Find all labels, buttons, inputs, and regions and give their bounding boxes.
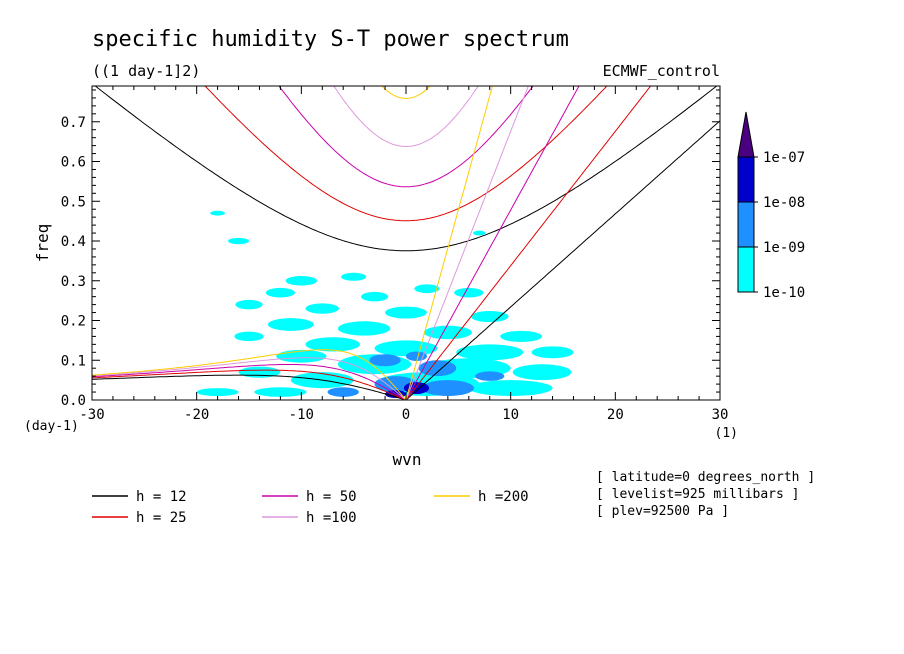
shaded-region-1e-09	[421, 380, 475, 397]
colorbar: 1e-10 1e-09 1e-08 1e-07	[737, 111, 805, 301]
inertia-gravity-curve-h25	[204, 86, 608, 222]
inertia-gravity-curve-h200	[381, 86, 431, 100]
shaded-region-1e-10	[414, 284, 440, 294]
rossby-curve-h50	[92, 364, 407, 400]
rossby-curve-h100	[92, 357, 407, 400]
shaded-region-1e-09	[369, 354, 401, 367]
colorbar-segment	[737, 156, 755, 203]
y-tick-label: 0.6	[61, 155, 86, 171]
shaded-region-1e-10	[423, 325, 472, 340]
rossby-curve-h200	[92, 349, 407, 400]
shaded-region-1e-10	[531, 346, 574, 359]
x-tick-label: 10	[502, 407, 519, 423]
x-tick-label: 30	[712, 407, 729, 423]
y-axis-label: freq	[33, 224, 52, 263]
chart-title: specific humidity S-T power spectrum	[92, 27, 569, 52]
x-tick-label: 0	[402, 407, 410, 423]
shaded-region-1e-09	[327, 387, 359, 397]
shaded-region-1e-10	[500, 330, 543, 342]
legend-label: h = 12	[136, 489, 187, 505]
shaded-region-1e-10	[210, 210, 225, 216]
x-axis-label: wvn	[393, 450, 422, 469]
legend-label: h = 50	[306, 489, 357, 505]
y-unit-label: (day-1)	[24, 419, 79, 434]
colorbar-segment	[737, 246, 755, 293]
shaded-region-1e-10	[456, 344, 524, 361]
shaded-region-1e-10	[305, 303, 340, 314]
inertia-gravity-curve-h100	[333, 86, 479, 148]
shaded-region-1e-10	[285, 275, 318, 286]
shaded-region-1e-10	[196, 388, 239, 397]
dispersion-curves	[92, 86, 720, 400]
axis-ticks: -30 -20 -10 0 10 20 30 0.0 0.1 0.2 0.3 0.4 0.5 0.6 0.7	[61, 86, 729, 423]
kelvin-curve-h25	[405, 86, 652, 400]
colorbar-label: 1e-09	[763, 240, 805, 256]
y-tick-label: 0.5	[61, 194, 86, 210]
info-latitude: [ latitude=0 degrees_north ]	[596, 470, 815, 485]
y-tick-label: 0.4	[61, 234, 86, 250]
shaded-region-1e-10	[337, 321, 391, 336]
x-tick-label: -10	[289, 407, 314, 423]
shaded-region-1e-10	[265, 287, 296, 298]
shaded-region-1e-10	[235, 299, 263, 310]
shaded-region-1e-10	[234, 331, 264, 342]
info-plev: [ plev=92500 Pa ]	[596, 504, 729, 519]
shaded-region-1e-10	[454, 287, 484, 298]
rossby-curve-h25	[92, 369, 407, 400]
x-tick-label: -30	[79, 407, 104, 423]
info-levelist: [ levelist=925 millibars ]	[596, 487, 800, 502]
shaded-region-1e-10	[267, 318, 314, 331]
kelvin-curve-h12	[405, 120, 720, 400]
kelvin-curve-h100	[405, 86, 529, 400]
shaded-region-1e-10	[360, 291, 389, 302]
shaded-region-1e-10	[341, 272, 367, 281]
shaded-region-1e-10	[512, 364, 572, 381]
legend-label: h = 25	[136, 510, 187, 526]
shaded-region-1e-10	[468, 380, 553, 397]
y-tick-label: 0.0	[61, 393, 86, 409]
shaded-region-1e-10	[470, 310, 509, 323]
shaded-region-1e-10	[385, 306, 427, 319]
y-tick-label: 0.2	[61, 314, 86, 330]
colorbar-label: 1e-08	[763, 195, 805, 211]
shaded-region-1e-09	[418, 360, 457, 377]
kelvin-curve-h200	[405, 86, 493, 400]
colorbar-segment	[737, 201, 755, 248]
x-tick-label: 20	[607, 407, 624, 423]
y-tick-label: 0.7	[61, 115, 86, 131]
colorbar-extend-arrow	[737, 111, 755, 158]
y-tick-label: 0.1	[61, 353, 86, 369]
shaded-region-1e-10	[472, 230, 486, 236]
shaded-region-1e-10	[254, 387, 307, 397]
inertia-gravity-curve-h50	[278, 86, 534, 188]
inertia-gravity-curve-h12	[94, 86, 718, 252]
legend: h = 12 h = 25 h = 50 h =100 h =200	[92, 489, 529, 526]
dataset-label: ECMWF_control	[603, 62, 720, 80]
shaded-region-1e-10	[305, 337, 360, 352]
shaded-region-1e-10	[228, 237, 250, 245]
x-tick-label: -20	[184, 407, 209, 423]
legend-label: h =100	[306, 510, 357, 526]
chart-subtitle: ((1 day-1]2)	[92, 62, 200, 80]
colorbar-label: 1e-07	[763, 150, 805, 166]
rossby-curve-h12	[92, 374, 407, 400]
shaded-region-1e-09	[475, 371, 505, 381]
x-unit-label: (1)	[715, 426, 738, 441]
colorbar-label: 1e-10	[763, 285, 805, 301]
shaded-region-1e-10	[276, 349, 327, 363]
kelvin-curve-h50	[405, 86, 580, 400]
y-tick-label: 0.3	[61, 274, 86, 290]
legend-label: h =200	[478, 489, 529, 505]
